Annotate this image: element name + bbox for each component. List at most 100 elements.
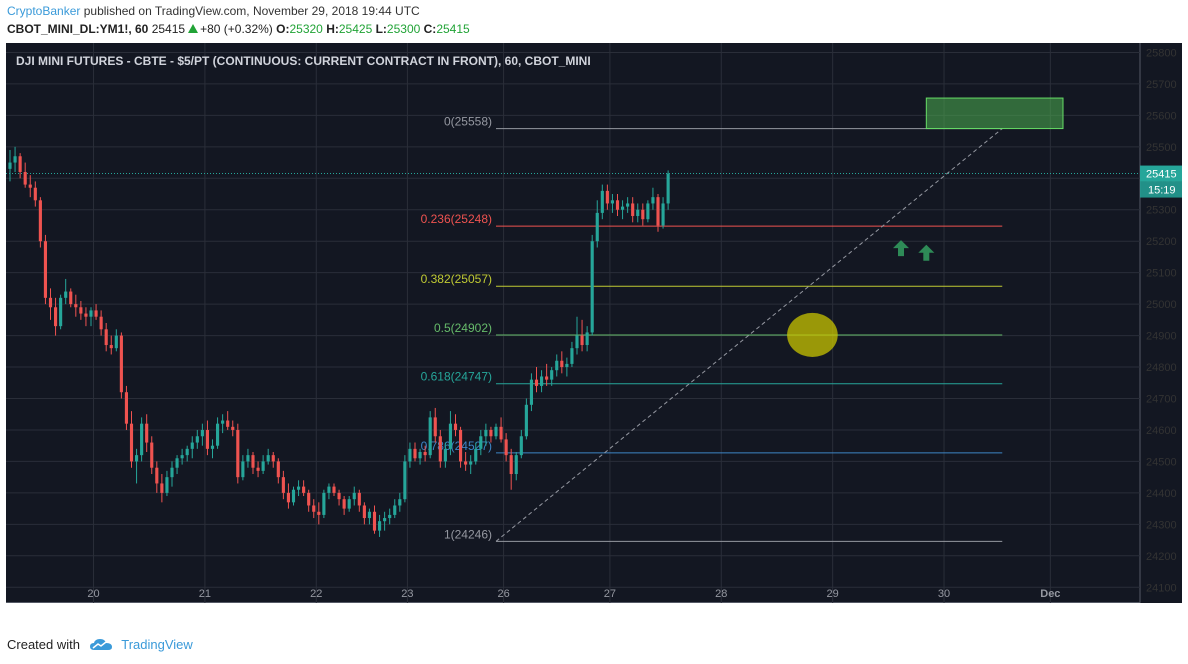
candle-body <box>504 439 508 456</box>
low-value: 25300 <box>386 22 421 36</box>
candle-body <box>23 171 27 185</box>
candle-body <box>94 310 98 317</box>
author-link[interactable]: CryptoBanker <box>7 4 81 18</box>
candle-body <box>570 348 574 364</box>
candle-body <box>539 376 544 386</box>
candle-body <box>286 492 291 503</box>
candle-body <box>43 241 48 298</box>
up-arrow-icon <box>918 244 935 261</box>
countdown-badge <box>1140 181 1182 198</box>
y-tick-label: 24500 <box>1146 456 1177 468</box>
candle-body <box>575 335 579 349</box>
price-chart[interactable]: 0(25558) 0.236(25248) 0.382(25057) 0.5(2490… <box>6 43 1182 607</box>
candle-body <box>590 241 594 333</box>
y-tick-label: 25800 <box>1146 47 1177 59</box>
candle-body <box>514 455 518 475</box>
candle-body <box>38 200 42 242</box>
candle-body <box>484 429 488 437</box>
candle-body <box>585 332 589 346</box>
up-arrow-icon <box>893 240 909 257</box>
candle-body <box>246 455 250 462</box>
open-label: O: <box>276 22 290 36</box>
candle-body <box>408 448 412 462</box>
x-tick-label: 27 <box>604 588 616 600</box>
candle-body <box>646 203 650 220</box>
candle-body <box>357 492 361 506</box>
publication-line: CryptoBanker published on TradingView.co… <box>7 4 420 18</box>
candle-body <box>418 451 422 459</box>
candle-body <box>140 423 144 456</box>
symbol-label: CBOT_MINI_DL:YM1!, 60 <box>7 22 149 36</box>
y-tick-label: 24900 <box>1146 331 1177 343</box>
y-tick-label: 24600 <box>1146 425 1177 437</box>
candle-body <box>69 291 73 305</box>
x-tick-label: 23 <box>401 588 413 600</box>
y-tick-label: 25600 <box>1146 110 1177 122</box>
candle-body <box>160 483 164 493</box>
candle-body <box>626 203 630 207</box>
candle-body <box>610 200 615 204</box>
candle-body <box>150 442 154 468</box>
candle-body <box>205 429 210 449</box>
candle-body <box>215 423 220 446</box>
candle-body <box>641 209 645 220</box>
candle-body <box>165 477 169 493</box>
candle-body <box>337 492 341 500</box>
candle-body <box>393 505 397 515</box>
candle-body <box>458 429 463 462</box>
candle-body <box>631 203 635 217</box>
candle-body <box>302 486 306 493</box>
candle-body <box>580 335 584 346</box>
y-tick-label: 24200 <box>1146 551 1177 563</box>
x-tick-label: 28 <box>715 588 727 600</box>
candle-body <box>529 379 534 405</box>
candle-body <box>464 461 468 465</box>
candle-body <box>519 436 523 456</box>
candle-body <box>18 156 22 172</box>
candle-body <box>231 426 235 430</box>
candle-body <box>651 197 655 204</box>
candle-body <box>322 492 326 515</box>
candle-body <box>236 429 240 478</box>
fib-level-label: 1(24246) <box>444 527 492 541</box>
highlight-ellipse <box>787 312 838 357</box>
chart-container[interactable]: 0(25558) 0.236(25248) 0.382(25057) 0.5(2490… <box>6 43 1182 607</box>
candle-body <box>155 467 159 484</box>
candle-body <box>555 360 559 371</box>
close-label: C: <box>423 22 437 36</box>
y-tick-label: 24400 <box>1146 488 1177 500</box>
last-price-badge-label: 25415 <box>1146 169 1177 181</box>
candle-body <box>175 458 179 468</box>
candle-body <box>666 173 670 204</box>
candle-body <box>281 477 285 493</box>
candle-body <box>170 467 174 478</box>
x-tick-label: 20 <box>87 588 99 600</box>
candle-body <box>89 310 93 317</box>
candle-body <box>347 499 351 509</box>
x-tick-label: 22 <box>310 588 322 600</box>
x-tick-label: 21 <box>199 588 211 600</box>
quote-line: CBOT_MINI_DL:YM1!, 60 25415 +80 (+0.32%) … <box>7 22 470 36</box>
y-tick-label: 25100 <box>1146 268 1177 280</box>
candle-body <box>438 436 442 462</box>
candle-body <box>453 423 458 430</box>
candle-body <box>433 417 437 437</box>
candle-body <box>109 345 113 349</box>
candle-body <box>200 429 204 437</box>
candle-body <box>271 455 275 462</box>
candle-body <box>317 511 321 515</box>
open-value: 25320 <box>289 22 323 36</box>
candle-body <box>104 329 108 346</box>
candle-body <box>79 307 83 314</box>
candle-body <box>620 206 625 210</box>
candle-body <box>261 461 265 471</box>
candle-body <box>560 360 564 368</box>
candle-body <box>448 423 453 449</box>
candle-body <box>524 404 528 437</box>
low-label: L: <box>375 22 387 36</box>
candle-body <box>362 505 366 519</box>
candle-body <box>388 514 392 519</box>
candle-body <box>190 442 194 449</box>
candle-body <box>534 379 539 386</box>
tradingview-link[interactable]: TradingView <box>121 637 193 652</box>
